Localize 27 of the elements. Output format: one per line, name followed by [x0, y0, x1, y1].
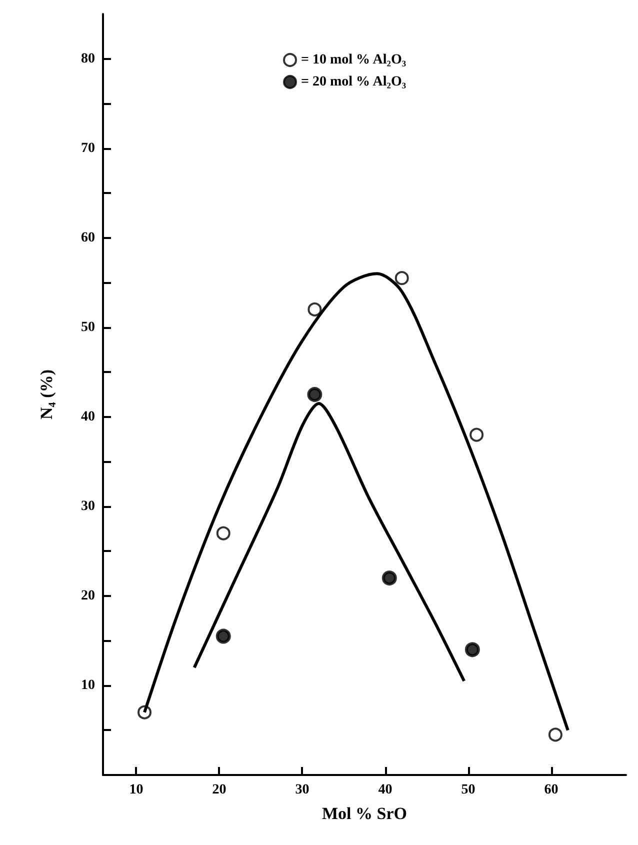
point [308, 302, 322, 316]
point [216, 628, 231, 644]
legend-label: = 10 mol % Al₂O₃ [301, 52, 406, 68]
point [464, 642, 480, 658]
point [470, 428, 484, 442]
point [394, 271, 409, 286]
x-tick-label: 30 [295, 782, 310, 798]
x-tick-label: 10 [129, 782, 144, 798]
point [307, 387, 322, 402]
y-tick-label: 30 [81, 498, 95, 514]
y-tick-label: 50 [81, 320, 95, 335]
y-axis-title: N₄ (%) [37, 370, 56, 420]
x-tick-label: 50 [461, 782, 476, 798]
legend-label: = 20 mol % Al₂O₃ [301, 74, 406, 90]
point [548, 728, 562, 742]
point [382, 570, 397, 586]
y-tick-label: 80 [81, 51, 95, 66]
point [216, 526, 230, 540]
x-axis-title: Mol % SrO [322, 804, 407, 823]
y-tick-label: 20 [81, 588, 95, 604]
x-tick-label: 40 [378, 782, 392, 798]
y-tick-label: 70 [81, 140, 95, 156]
y-tick-label: 10 [81, 678, 95, 693]
x-tick-label: 60 [544, 782, 558, 798]
y-tick-label: 40 [81, 409, 95, 424]
x-tick-label: 20 [212, 782, 226, 798]
y-tick-label: 60 [81, 230, 95, 246]
